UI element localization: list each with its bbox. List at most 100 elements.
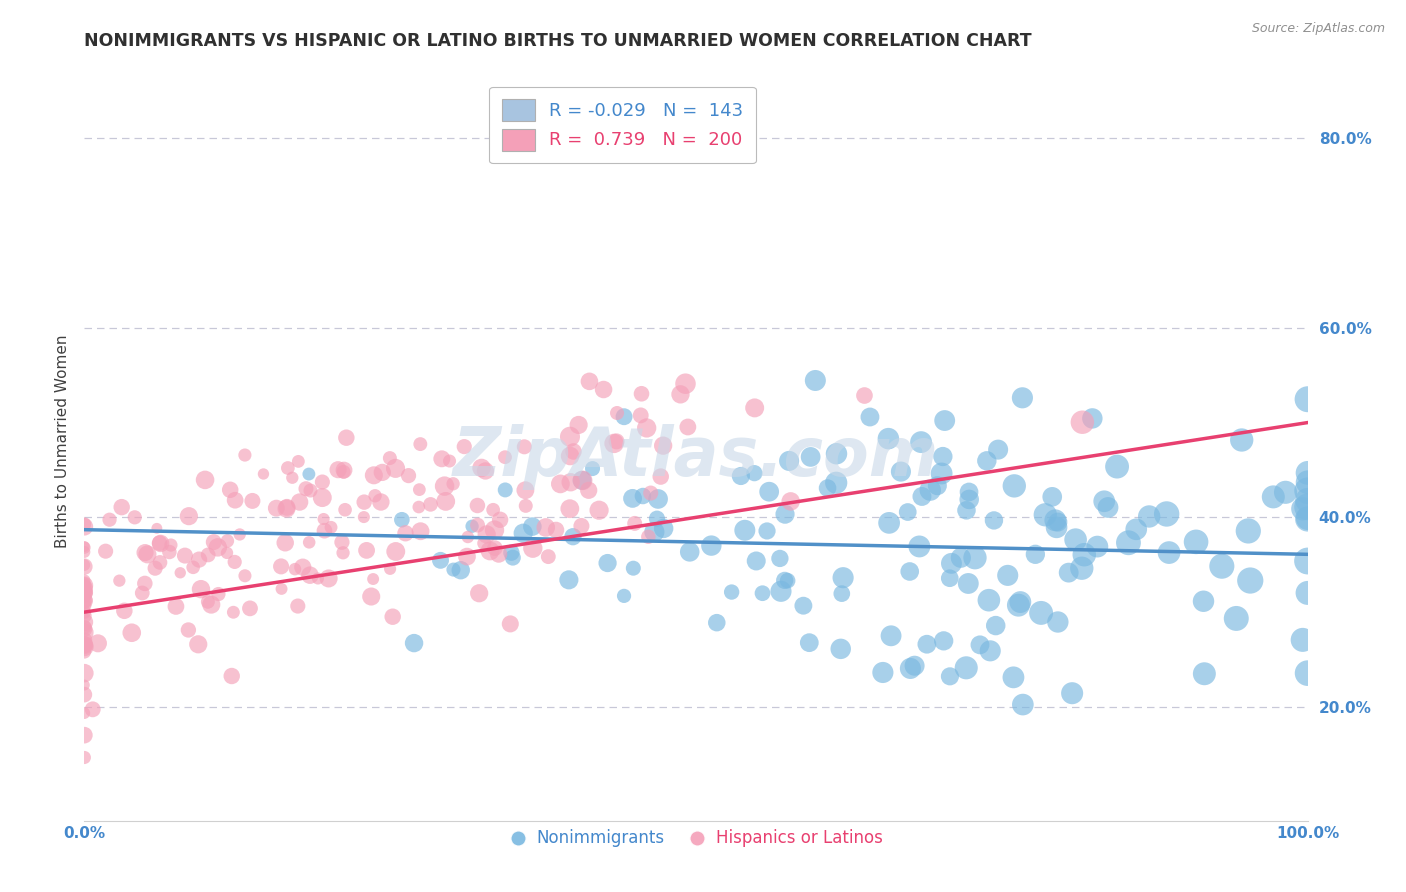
Point [927, 479, 949, 493]
Point [1156, 507, 1178, 521]
Point [73, 586, 96, 600]
Point [287, 454, 309, 468]
Point [165, 599, 187, 614]
Point [1296, 466, 1319, 480]
Point [363, 468, 385, 483]
Point [461, 519, 484, 533]
Point [429, 553, 451, 567]
Point [146, 521, 169, 535]
Point [419, 497, 441, 511]
Point [457, 530, 479, 544]
Point [402, 636, 425, 650]
Point [73, 625, 96, 640]
Point [877, 516, 900, 530]
Point [613, 589, 636, 603]
Point [976, 454, 998, 468]
Point [98, 513, 121, 527]
Point [298, 467, 321, 481]
Point [408, 500, 430, 514]
Point [288, 495, 311, 509]
Point [298, 568, 321, 582]
Point [73, 579, 96, 593]
Point [488, 547, 510, 561]
Point [776, 574, 799, 588]
Point [1237, 524, 1260, 538]
Point [270, 582, 292, 596]
Point [479, 544, 502, 558]
Point [1057, 566, 1080, 580]
Point [333, 502, 356, 516]
Point [979, 644, 1001, 658]
Point [73, 678, 96, 692]
Point [149, 536, 172, 550]
Point [73, 558, 96, 572]
Point [314, 524, 336, 538]
Point [361, 572, 384, 586]
Point [571, 473, 593, 487]
Point [1296, 512, 1319, 526]
Point [949, 550, 972, 565]
Point [920, 483, 942, 497]
Point [872, 665, 894, 680]
Point [706, 615, 728, 630]
Point [224, 493, 246, 508]
Point [939, 669, 962, 683]
Point [744, 401, 766, 415]
Point [1002, 670, 1025, 684]
Point [606, 434, 628, 449]
Point [825, 447, 848, 461]
Point [73, 594, 96, 608]
Point [1125, 522, 1147, 536]
Point [1296, 666, 1319, 681]
Point [242, 494, 264, 508]
Point [134, 545, 156, 559]
Point [513, 440, 536, 454]
Point [73, 577, 96, 591]
Point [73, 585, 96, 599]
Point [734, 523, 756, 537]
Point [592, 383, 614, 397]
Point [957, 492, 980, 507]
Point [160, 538, 183, 552]
Point [381, 609, 404, 624]
Point [307, 572, 329, 586]
Point [1296, 554, 1319, 568]
Point [773, 574, 796, 588]
Point [356, 543, 378, 558]
Point [409, 524, 432, 539]
Point [475, 527, 498, 541]
Point [326, 463, 349, 477]
Point [830, 641, 852, 656]
Point [581, 461, 603, 475]
Point [637, 530, 659, 544]
Point [512, 526, 534, 541]
Point [73, 639, 96, 653]
Point [652, 439, 675, 453]
Point [111, 500, 134, 515]
Point [73, 541, 96, 555]
Point [391, 513, 413, 527]
Point [73, 578, 96, 592]
Point [675, 376, 697, 391]
Point [1011, 698, 1033, 712]
Point [1007, 598, 1029, 612]
Point [73, 638, 96, 652]
Point [522, 541, 544, 556]
Point [298, 535, 321, 549]
Point [482, 503, 505, 517]
Point [550, 476, 572, 491]
Point [284, 562, 307, 576]
Point [1092, 494, 1115, 508]
Point [470, 461, 492, 475]
Point [1002, 479, 1025, 493]
Point [353, 495, 375, 509]
Point [73, 591, 96, 605]
Point [311, 491, 333, 505]
Point [194, 473, 217, 487]
Point [169, 566, 191, 580]
Point [472, 536, 495, 550]
Legend: Nonimmigrants, Hispanics or Latinos: Nonimmigrants, Hispanics or Latinos [502, 822, 890, 854]
Point [640, 486, 662, 500]
Point [219, 483, 242, 497]
Point [1073, 548, 1095, 562]
